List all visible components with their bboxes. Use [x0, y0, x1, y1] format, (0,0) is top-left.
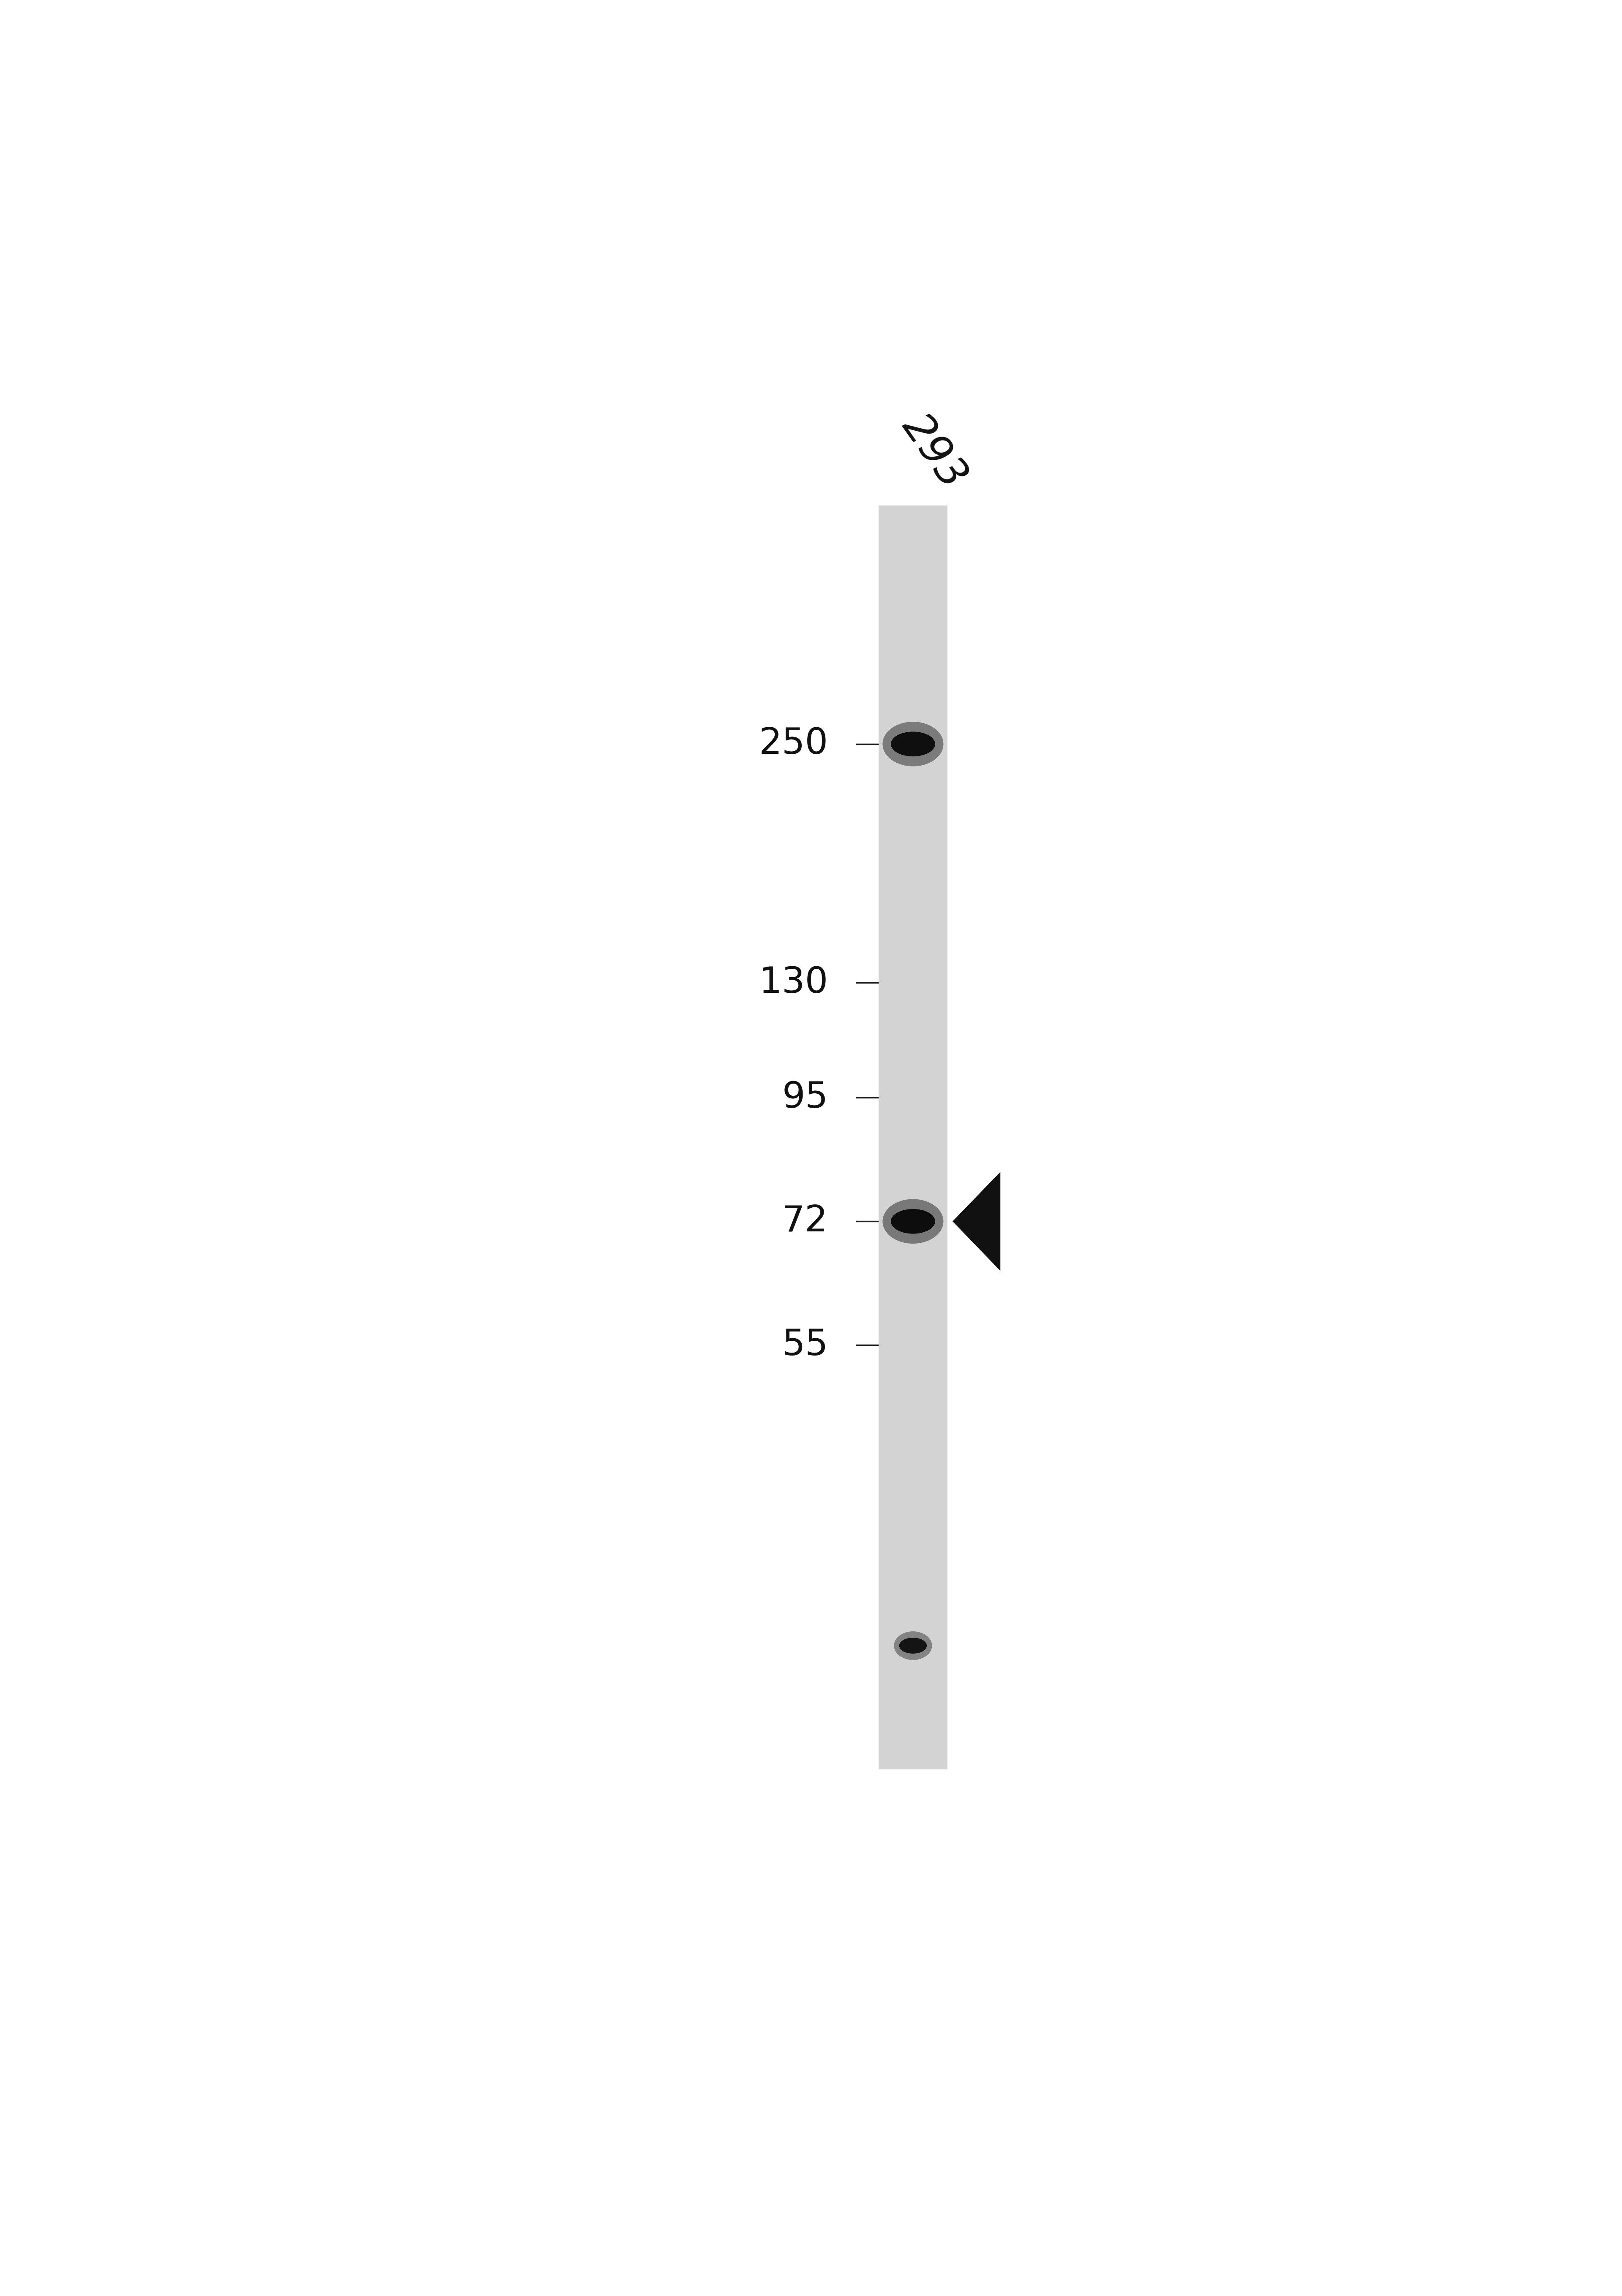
Ellipse shape — [882, 1199, 944, 1244]
Ellipse shape — [899, 1637, 926, 1653]
Polygon shape — [952, 1171, 1001, 1272]
Text: 72: 72 — [782, 1203, 829, 1240]
Text: 250: 250 — [759, 726, 829, 762]
Bar — [879, 505, 947, 1770]
Ellipse shape — [890, 1210, 936, 1233]
Ellipse shape — [894, 1632, 933, 1660]
Text: 130: 130 — [759, 964, 829, 1001]
Text: 55: 55 — [782, 1327, 829, 1362]
Text: 95: 95 — [782, 1079, 829, 1116]
Text: 293: 293 — [894, 406, 973, 496]
Ellipse shape — [890, 732, 936, 755]
Ellipse shape — [882, 721, 944, 767]
